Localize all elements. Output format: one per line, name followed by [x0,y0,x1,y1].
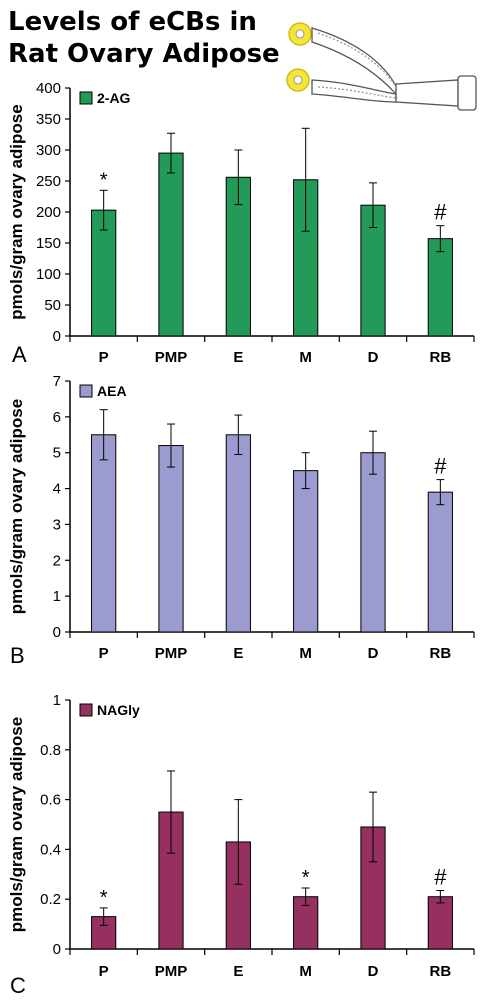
x-tick-label: E [233,963,243,980]
legend-swatch [79,384,93,398]
y-axis-label: pmols/gram ovary adipose [7,717,26,932]
x-tick-label: D [368,349,379,366]
y-tick-label: 1 [53,588,61,605]
y-tick-label: 3 [53,516,61,533]
y-tick-label: 250 [36,173,61,190]
x-tick-label: M [299,645,312,662]
y-tick-label: 0 [53,328,61,345]
bar-m [293,470,319,633]
x-tick-label: PMP [155,963,188,980]
legend-swatch [79,703,93,717]
y-tick-label: 150 [36,235,61,252]
x-tick-label: PMP [155,645,188,662]
x-tick-label: PMP [155,349,188,366]
y-tick-label: 5 [53,445,61,462]
chart-panel-c: 0 0.2 0.4 0.6 0.8 1 pmols/gram ovary adipose * P… [7,692,475,998]
legend-label: 2-AG [97,90,131,106]
chart-panel-b: 0 1 2 3 4 5 6 7 pmols/gram ovary adipose P PMP E M D #… [7,373,475,668]
follicle-upper [295,29,305,39]
x-tick-label: D [368,963,379,980]
follicle-lower [293,75,303,85]
significance-hash: # [434,454,447,479]
significance-hash: # [434,864,447,889]
y-tick-label: 0.8 [40,742,61,759]
x-tick-label: P [99,963,109,980]
bar-pmp [158,445,184,633]
y-axis-label: pmols/gram ovary adipose [7,104,26,319]
uterus-illustration [286,22,477,111]
bar-d [360,452,386,633]
legend-label: NAGly [97,702,140,718]
y-tick-label: 6 [53,409,61,426]
x-tick-label: P [99,645,109,662]
cervix-body [395,79,459,107]
chart-panel-a: 0 50 100 150 200 250 300 350 400 pmols/gram ovary… [7,80,475,367]
bar-pmp [158,152,184,337]
significance-asterisk: * [100,887,108,909]
bar-rb [427,491,453,633]
y-tick-label: 350 [36,111,61,128]
y-tick-label: 100 [36,266,61,283]
bar-e [225,434,251,633]
y-tick-label: 50 [44,297,61,314]
vaginal-end [457,75,477,111]
panel-label: A [12,342,27,367]
figure-title-line-1: Levels of eCBs in [8,7,257,37]
y-tick-label: 300 [36,142,61,159]
y-tick-label: 200 [36,204,61,221]
x-tick-label: RB [429,963,451,980]
y-tick-label: 0 [53,624,61,641]
legend-swatch [79,91,93,105]
significance-hash: # [434,200,447,225]
y-tick-label: 0 [53,941,61,958]
bar-rb [427,896,453,950]
panel-label: B [10,643,25,668]
x-tick-label: RB [429,349,451,366]
y-tick-label: 4 [53,481,61,498]
x-tick-label: P [99,349,109,366]
bar-p [91,434,117,633]
significance-asterisk: * [302,867,310,889]
x-tick-label: E [233,645,243,662]
y-tick-label: 1 [53,692,61,709]
figure-title-line-2: Rat Ovary Adipose [8,39,280,69]
x-tick-label: D [368,645,379,662]
x-tick-label: M [299,349,312,366]
y-tick-label: 7 [53,373,61,390]
legend-label: AEA [97,383,127,399]
y-tick-label: 2 [53,552,61,569]
y-tick-label: 0.6 [40,792,61,809]
y-tick-label: 0.4 [40,841,61,858]
bar-rb [427,238,453,337]
y-tick-label: 0.2 [40,891,61,908]
x-tick-label: M [299,963,312,980]
y-tick-label: 400 [36,80,61,97]
x-tick-label: E [233,349,243,366]
x-tick-label: RB [429,645,451,662]
significance-asterisk: * [100,169,108,191]
horn-outline-detail [317,32,399,99]
figure-title: Levels of eCBs in Rat Ovary Adipose [8,6,280,70]
y-axis-label: pmols/gram ovary adipose [7,399,26,614]
panel-label: C [10,973,26,998]
bar-p [91,209,117,337]
